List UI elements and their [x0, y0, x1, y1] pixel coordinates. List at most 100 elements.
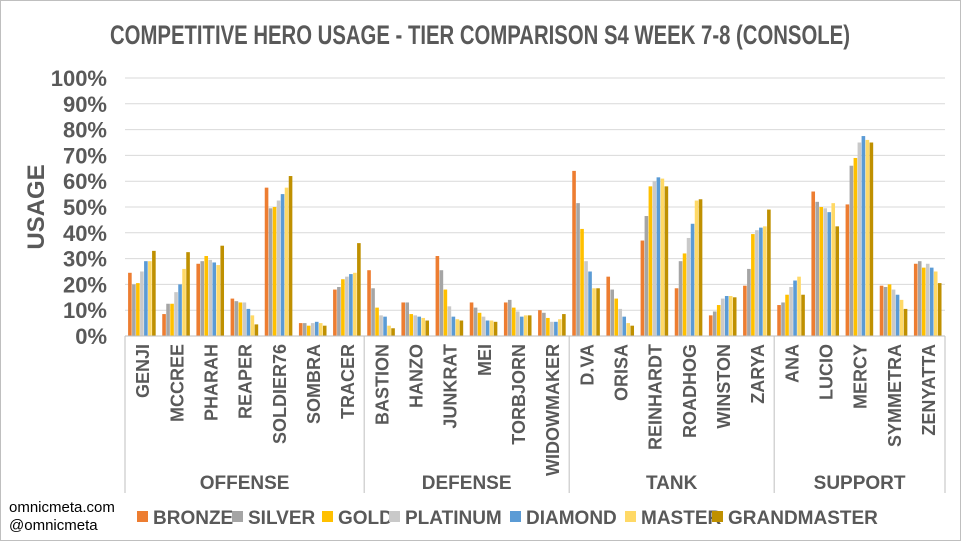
- legend-swatch-platinum: [389, 511, 400, 522]
- bar-gold-mccree: [170, 303, 174, 336]
- legend-swatch-master: [625, 511, 636, 522]
- x-tick-label: ROADHOG: [680, 344, 700, 438]
- y-tick-label: 40%: [63, 221, 107, 246]
- credit-block: omnicmeta.com @omnicmeta: [9, 499, 115, 535]
- bar-grandmaster-reaper: [254, 324, 259, 336]
- bar-silver-genji: [132, 284, 136, 336]
- chart-title: COMPETITIVE HERO USAGE - TIER COMPARISON…: [110, 20, 850, 50]
- bar-platinum-torbjorn: [515, 311, 520, 336]
- bar-grandmaster-bastion: [391, 328, 395, 336]
- bar-silver-hanzo: [405, 302, 410, 336]
- y-tick-label: 50%: [63, 195, 107, 220]
- bar-master-pharah: [216, 265, 221, 336]
- bar-silver-soldier76: [268, 208, 273, 336]
- bar-bronze-widowmaker: [538, 310, 542, 336]
- bar-silver-winston: [712, 311, 717, 336]
- bar-platinum-hanzo: [413, 315, 418, 336]
- bar-grandmaster-winston: [732, 297, 737, 336]
- bar-diamond-torbjorn: [519, 316, 524, 336]
- bar-diamond-d-va: [588, 271, 592, 336]
- bar-grandmaster-sombra: [322, 325, 327, 336]
- x-tick-label: MERCY: [851, 344, 871, 409]
- bar-gold-zenyatta: [921, 267, 926, 336]
- bar-platinum-lucio: [823, 208, 828, 336]
- gridlines: [125, 77, 945, 337]
- bar-diamond-soldier76: [280, 194, 285, 336]
- bar-platinum-widowmaker: [550, 321, 554, 336]
- x-tick-label: D.VA: [577, 344, 597, 386]
- legend-label-platinum: PLATINUM: [405, 508, 502, 529]
- bar-master-reaper: [250, 315, 255, 336]
- bar-master-bastion: [387, 325, 391, 336]
- bar-gold-lucio: [819, 207, 824, 336]
- bar-master-ana: [797, 276, 801, 336]
- bar-diamond-zenyatta: [929, 267, 934, 336]
- bar-platinum-junkrat: [447, 306, 452, 336]
- bar-diamond-pharah: [212, 262, 217, 336]
- bar-master-hanzo: [421, 317, 426, 336]
- group-label: TANK: [646, 473, 698, 494]
- bar-master-lucio: [831, 203, 836, 336]
- bar-master-zarya: [763, 226, 767, 336]
- bar-platinum-zarya: [755, 230, 759, 336]
- x-tick-label: TORBJORN: [509, 344, 529, 445]
- bar-bronze-tracer: [333, 289, 337, 336]
- y-tick-label: 60%: [63, 169, 107, 194]
- x-tick-label: ZENYATTA: [919, 344, 939, 436]
- bar-diamond-bastion: [383, 316, 387, 336]
- bar-grandmaster-pharah: [220, 245, 225, 336]
- bar-diamond-junkrat: [451, 316, 456, 336]
- bar-platinum-pharah: [208, 259, 213, 336]
- y-tick-label: 70%: [63, 143, 107, 168]
- group-label: DEFENSE: [422, 473, 512, 494]
- x-tick-label: HANZO: [406, 344, 426, 408]
- bar-grandmaster-reinhardt: [664, 186, 669, 336]
- bar-bronze-zarya: [743, 285, 747, 336]
- bar-gold-torbjorn: [511, 307, 516, 336]
- axes: [124, 335, 946, 493]
- bar-master-widowmaker: [558, 319, 562, 336]
- bar-grandmaster-ana: [801, 294, 805, 336]
- bar-platinum-bastion: [379, 315, 383, 336]
- x-tick-label: GENJI: [133, 344, 153, 398]
- bar-bronze-mei: [469, 302, 474, 336]
- y-tick-label: 0%: [75, 324, 107, 349]
- x-tick-label: SOLDIER76: [270, 344, 290, 444]
- legend-label-gold: GOLD: [338, 508, 393, 529]
- x-tick-label: MEI: [475, 344, 495, 376]
- x-tick-label: REAPER: [236, 344, 256, 419]
- bar-gold-roadhog: [682, 253, 687, 336]
- bar-platinum-tracer: [345, 276, 349, 336]
- legend-swatch-bronze: [137, 511, 148, 522]
- bar-grandmaster-mercy: [869, 142, 874, 336]
- bar-silver-zarya: [747, 268, 751, 336]
- bar-gold-widowmaker: [546, 317, 550, 336]
- y-tick-label: 10%: [63, 298, 107, 323]
- bar-master-tracer: [353, 272, 357, 336]
- bar-diamond-symmetra: [895, 294, 900, 336]
- y-tick-label: 80%: [63, 118, 107, 143]
- legend-label-silver: SILVER: [248, 508, 315, 529]
- bar-master-mccree: [182, 268, 186, 336]
- bar-gold-junkrat: [443, 289, 448, 336]
- bar-silver-widowmaker: [542, 312, 546, 336]
- bar-master-zenyatta: [933, 271, 938, 336]
- bar-gold-zarya: [751, 234, 755, 336]
- bar-bronze-soldier76: [264, 187, 269, 336]
- bar-platinum-soldier76: [276, 200, 281, 336]
- bar-gold-soldier76: [272, 207, 277, 336]
- bar-platinum-genji: [140, 271, 144, 336]
- x-tick-label: ANA: [782, 344, 802, 383]
- y-tick-label: 20%: [63, 272, 107, 297]
- bar-silver-bastion: [371, 288, 375, 336]
- bar-diamond-mei: [485, 320, 490, 336]
- bar-silver-d-va: [576, 203, 580, 336]
- bar-grandmaster-genji: [152, 250, 156, 336]
- legend-label-bronze: BRONZE: [153, 508, 233, 529]
- bar-silver-symmetra: [883, 286, 888, 336]
- bar-gold-sombra: [306, 325, 311, 336]
- y-axis-label: USAGE: [23, 164, 50, 249]
- bar-diamond-orisa: [622, 316, 627, 336]
